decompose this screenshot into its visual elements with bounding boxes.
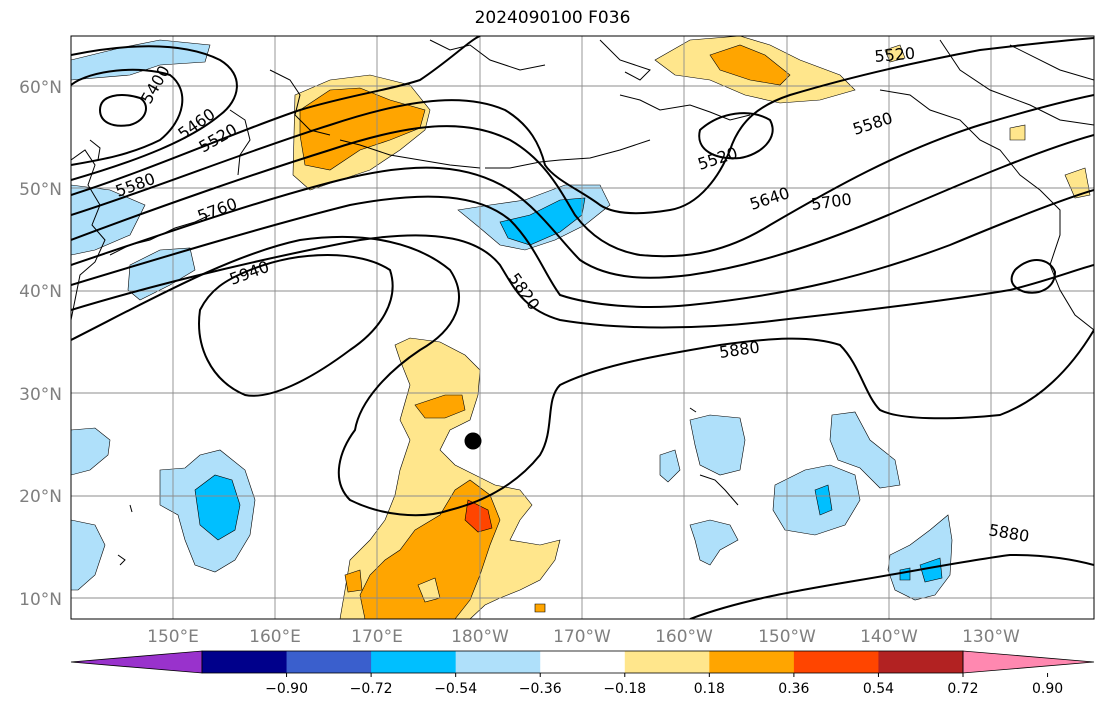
lat-tick-label: 40°N xyxy=(19,282,62,302)
colorbar-extend-max xyxy=(962,650,1095,674)
lon-tick-label: 150°W xyxy=(758,627,816,647)
colorbar-tick-label: −0.36 xyxy=(519,681,562,697)
lon-tick-label: 150°E xyxy=(147,627,199,647)
colorbar-segment xyxy=(540,651,626,673)
latitude-labels: 10°N 20°N 30°N 40°N 50°N 60°N xyxy=(19,78,62,610)
colorbar-segment xyxy=(371,651,457,673)
colorbar-segment xyxy=(709,651,795,673)
colorbar-tick-label: −0.18 xyxy=(603,681,646,697)
colorbar-segment xyxy=(455,651,541,673)
map-area: 5400 5460 5520 5520 5520 5580 5580 5640 … xyxy=(71,36,1094,619)
lat-tick-label: 60°N xyxy=(19,78,62,98)
storm-center-marker xyxy=(464,432,482,450)
colorbar-segment xyxy=(793,651,879,673)
lat-tick-label: 10°N xyxy=(19,590,62,610)
colorbar-segment xyxy=(202,651,288,673)
lon-tick-label: 140°W xyxy=(860,627,918,647)
map-frame xyxy=(70,35,1095,620)
longitude-labels: 150°E 160°E 170°E 180°W 170°W 160°W 150°… xyxy=(147,627,1020,647)
lon-tick-label: 160°E xyxy=(249,627,301,647)
colorbar-frame xyxy=(201,650,964,674)
lat-tick-label: 50°N xyxy=(19,180,62,200)
lat-tick-label: 30°N xyxy=(19,385,62,405)
colorbar-segment xyxy=(878,651,964,673)
colorbar-tick-label: −0.72 xyxy=(350,681,393,697)
colorbar-tick-label: 0.36 xyxy=(778,681,809,697)
colorbar: −0.90 −0.72 −0.54 −0.36 −0.18 0.18 0.36 0.54 0.7… xyxy=(70,650,1095,697)
colorbar-segment xyxy=(624,651,710,673)
colorbar-tick-label: −0.54 xyxy=(434,681,477,697)
lon-tick-label: 160°W xyxy=(655,627,713,647)
lon-tick-label: 170°E xyxy=(351,627,403,647)
lon-tick-label: 170°W xyxy=(553,627,611,647)
map-title: 2024090100 F036 xyxy=(474,8,631,28)
lat-tick-label: 20°N xyxy=(19,487,62,507)
height-contours xyxy=(71,36,1094,619)
colorbar-tick-label: 0.90 xyxy=(1032,681,1063,697)
colorbar-tick-label: 0.72 xyxy=(947,681,978,697)
colorbar-extend-min xyxy=(70,650,203,674)
colorbar-tick-label: 0.18 xyxy=(694,681,725,697)
colorbar-tick-label: 0.54 xyxy=(863,681,894,697)
colorbar-tick-label: −0.90 xyxy=(265,681,308,697)
colorbar-segment xyxy=(286,651,372,673)
contour-label: 5520 xyxy=(874,44,916,66)
lon-tick-label: 180°W xyxy=(451,627,509,647)
lon-tick-label: 130°W xyxy=(962,627,1020,647)
